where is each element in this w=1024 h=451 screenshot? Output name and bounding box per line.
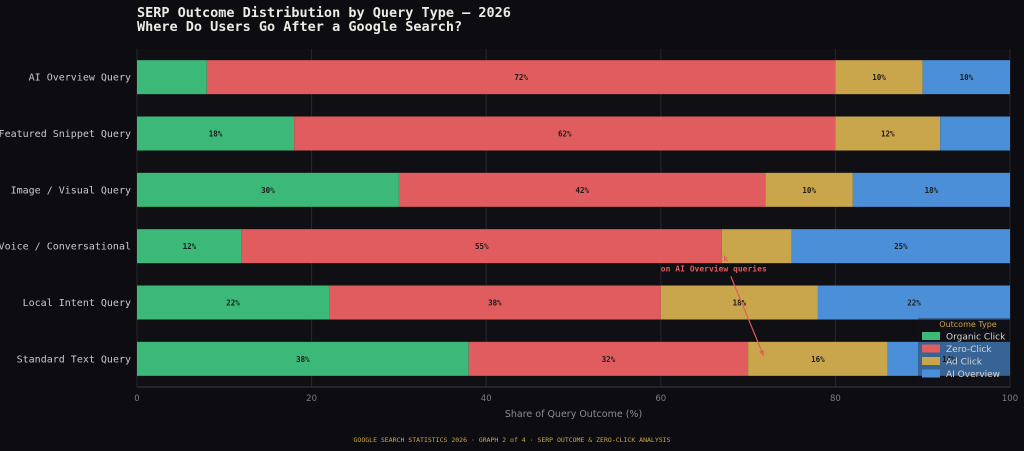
- data-label: 25%: [894, 242, 908, 251]
- data-label: 18%: [733, 299, 747, 308]
- bar-segment: [294, 116, 836, 151]
- bar-segment: [748, 341, 888, 376]
- category-label: Local Intent Query: [23, 298, 131, 309]
- category-label: Voice / Conversational: [0, 242, 131, 253]
- data-label: 12%: [881, 130, 895, 139]
- x-tick-label: 40: [481, 394, 492, 404]
- legend-item-label: Organic Click: [946, 333, 1006, 343]
- data-label: 18%: [209, 130, 223, 139]
- bar-segment: [137, 60, 207, 95]
- data-label: 55%: [475, 242, 489, 251]
- x-tick-label: 60: [655, 394, 666, 404]
- category-label: AI Overview Query: [29, 73, 131, 84]
- bar-segment: [922, 60, 1010, 95]
- legend-swatch: [922, 332, 940, 340]
- legend-swatch: [922, 357, 940, 365]
- bar-segment: [835, 116, 941, 151]
- data-label: 16%: [811, 355, 825, 364]
- data-label: 10%: [872, 73, 886, 82]
- x-axis-title: Share of Query Outcome (%): [505, 409, 642, 420]
- bar-segment: [137, 116, 295, 151]
- annotation-arrowhead: [759, 349, 764, 356]
- bar-segment: [468, 341, 749, 376]
- category-label: Featured Snippet Query: [0, 129, 131, 140]
- bar-segment: [721, 229, 792, 264]
- legend-item-label: Zero-Click: [946, 345, 992, 355]
- data-label: 42%: [575, 186, 589, 195]
- bar-segment: [241, 229, 722, 264]
- data-label: 38%: [296, 355, 310, 364]
- data-label: 18%: [925, 186, 939, 195]
- data-label: 22%: [907, 299, 921, 308]
- data-label: 32%: [602, 355, 616, 364]
- x-tick-label: 80: [830, 394, 841, 404]
- data-label: 62%: [558, 130, 572, 139]
- x-tick-label: 20: [306, 394, 317, 404]
- annotation-arrow: [730, 276, 765, 357]
- footer-caption: GOOGLE SEARCH STATISTICS 2026 · GRAPH 2 …: [354, 436, 671, 444]
- bar-segment: [329, 285, 661, 320]
- bar-segment: [398, 172, 766, 207]
- x-tick-label: 100: [1002, 394, 1018, 404]
- annotation-text: on AI Overview queries: [661, 263, 767, 273]
- data-label: 30%: [261, 186, 275, 195]
- plot-area: [137, 49, 1010, 387]
- x-tick-label: 0: [134, 394, 139, 404]
- data-label: 72%: [514, 73, 528, 82]
- x-tick-labels: 0 20 40 60 80 100: [134, 394, 1018, 404]
- bar-segment: [835, 60, 923, 95]
- bar-segment: [817, 285, 1010, 320]
- chart-subtitle: Where Do Users Go After a Google Search?: [137, 19, 462, 35]
- bar-segment: [852, 172, 1010, 207]
- chart-title: SERP Outcome Distribution by Query Type …: [137, 5, 511, 21]
- data-label: 14%: [942, 355, 956, 364]
- data-label: 38%: [488, 299, 502, 308]
- bar-segment: [765, 172, 853, 207]
- data-label: 10%: [960, 73, 974, 82]
- legend-item-label: Ad Click: [946, 358, 983, 368]
- bar-segment: [940, 116, 1010, 151]
- annotation-text: 72% Zero-Click: [661, 253, 729, 263]
- grid-lines: [136, 49, 1011, 388]
- bar-segment: [137, 229, 242, 264]
- category-labels: AI Overview Query Featured Snippet Query I…: [0, 73, 131, 366]
- bar-segment: [660, 285, 818, 320]
- category-label: Standard Text Query: [17, 354, 131, 365]
- legend-item-label: AI Overview: [946, 370, 1000, 380]
- data-label: 10%: [802, 186, 816, 195]
- data-label: 12%: [183, 242, 197, 251]
- legend-title: Outcome Type: [939, 320, 997, 329]
- bar-segment: [137, 285, 330, 320]
- bar-segment: [206, 60, 836, 95]
- bar-segment: [137, 172, 399, 207]
- legend-swatch: [922, 344, 940, 353]
- bar-segment: [791, 229, 1010, 264]
- data-label: 22%: [226, 299, 240, 308]
- category-label: Image / Visual Query: [11, 185, 131, 196]
- bar-segments: 72% 10% 10% 18% 62% 12% 30% 42% 10% 18% 12% 55% 25% 2…: [137, 60, 1010, 376]
- bar-segment: [887, 341, 1010, 376]
- legend: Outcome Type Organic Click Zero-Click Ad Cl…: [918, 318, 1010, 384]
- legend-swatch: [922, 369, 940, 378]
- bar-segment: [137, 341, 469, 376]
